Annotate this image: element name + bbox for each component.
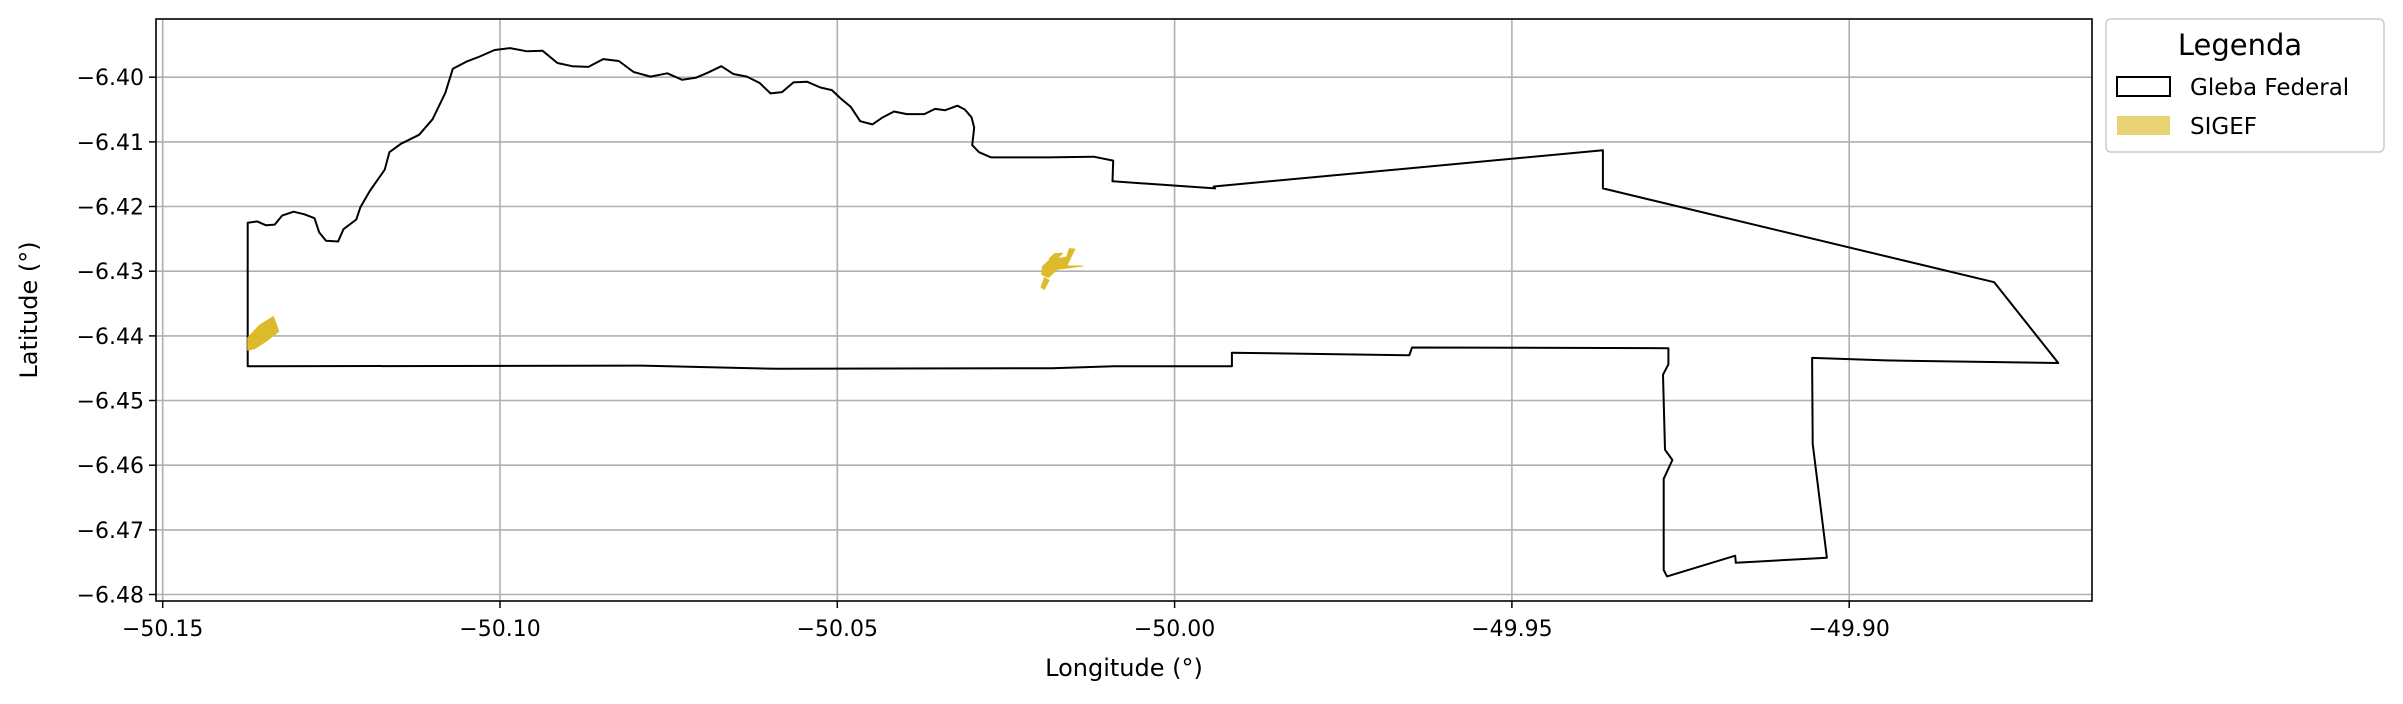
x-tick-label-0: −50.15: [122, 617, 203, 642]
x-tick-label-3: −50.00: [1134, 617, 1215, 642]
legend-frame: [2105, 18, 2385, 153]
x-tick-label-1: −50.10: [459, 617, 540, 642]
x-tick-label-2: −50.05: [797, 617, 878, 642]
x-tick-label-4: −49.95: [1471, 617, 1552, 642]
y-tick-label-8: −6.48: [77, 584, 144, 609]
y-tick-label-3: −6.43: [77, 260, 144, 285]
legend-label-gleba-federal: Gleba Federal: [2190, 75, 2349, 101]
legend: Legenda Gleba Federal SIGEF: [2105, 18, 2385, 153]
map-layers: [246, 47, 2060, 578]
legend-swatch-gleba-federal: [2116, 76, 2171, 97]
y-tick-label-0: −6.40: [77, 66, 144, 91]
sigef-parcel-0: [247, 316, 280, 351]
legend-title: Legenda: [2178, 28, 2302, 62]
y-axis-ticks: −6.40 −6.41 −6.42 −6.43 −6.44 −6.45 −6.46 −6.47…: [77, 66, 156, 609]
y-axis-label: Latitude (°): [15, 241, 43, 378]
gleba-federal-boundary: [246, 47, 2060, 578]
x-tick-label-5: −49.90: [1808, 617, 1889, 642]
y-tick-label-1: −6.41: [77, 131, 144, 156]
y-tick-label-7: −6.47: [77, 519, 144, 544]
plot-frame: [155, 18, 2093, 602]
x-axis-label: Longitude (°): [1045, 654, 1203, 682]
grid: [156, 19, 2092, 601]
legend-label-sigef: SIGEF: [2190, 114, 2257, 140]
y-tick-label-4: −6.44: [77, 325, 144, 350]
y-tick-label-6: −6.46: [77, 454, 144, 479]
sigef-parcel-3: [1040, 277, 1050, 290]
sigef-parcel-2: [1048, 252, 1064, 262]
sigef-parcel-1: [1041, 248, 1084, 279]
x-axis-ticks: −50.15 −50.10 −50.05 −50.00 −49.95 −49.90: [122, 601, 1890, 642]
y-tick-label-5: −6.45: [77, 390, 144, 415]
legend-swatch-sigef: [2117, 116, 2170, 135]
y-tick-label-2: −6.42: [77, 196, 144, 221]
